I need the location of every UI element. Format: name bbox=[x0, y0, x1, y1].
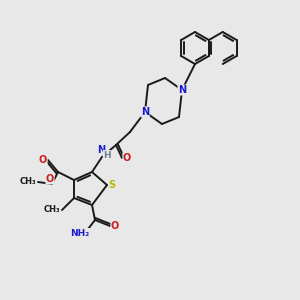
Text: N: N bbox=[97, 145, 105, 155]
Text: O: O bbox=[39, 155, 47, 165]
Text: O: O bbox=[111, 221, 119, 231]
Text: CH₃: CH₃ bbox=[44, 206, 60, 214]
Text: NH₂: NH₂ bbox=[70, 229, 90, 238]
Text: CH₃: CH₃ bbox=[20, 178, 36, 187]
Text: H: H bbox=[103, 151, 111, 160]
Text: O: O bbox=[123, 153, 131, 163]
Text: N: N bbox=[178, 85, 186, 95]
Text: O: O bbox=[46, 174, 54, 184]
Text: N: N bbox=[141, 107, 149, 117]
Text: S: S bbox=[108, 180, 116, 190]
